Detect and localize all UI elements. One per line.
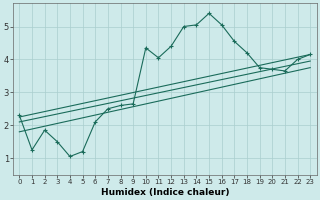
X-axis label: Humidex (Indice chaleur): Humidex (Indice chaleur)	[100, 188, 229, 197]
